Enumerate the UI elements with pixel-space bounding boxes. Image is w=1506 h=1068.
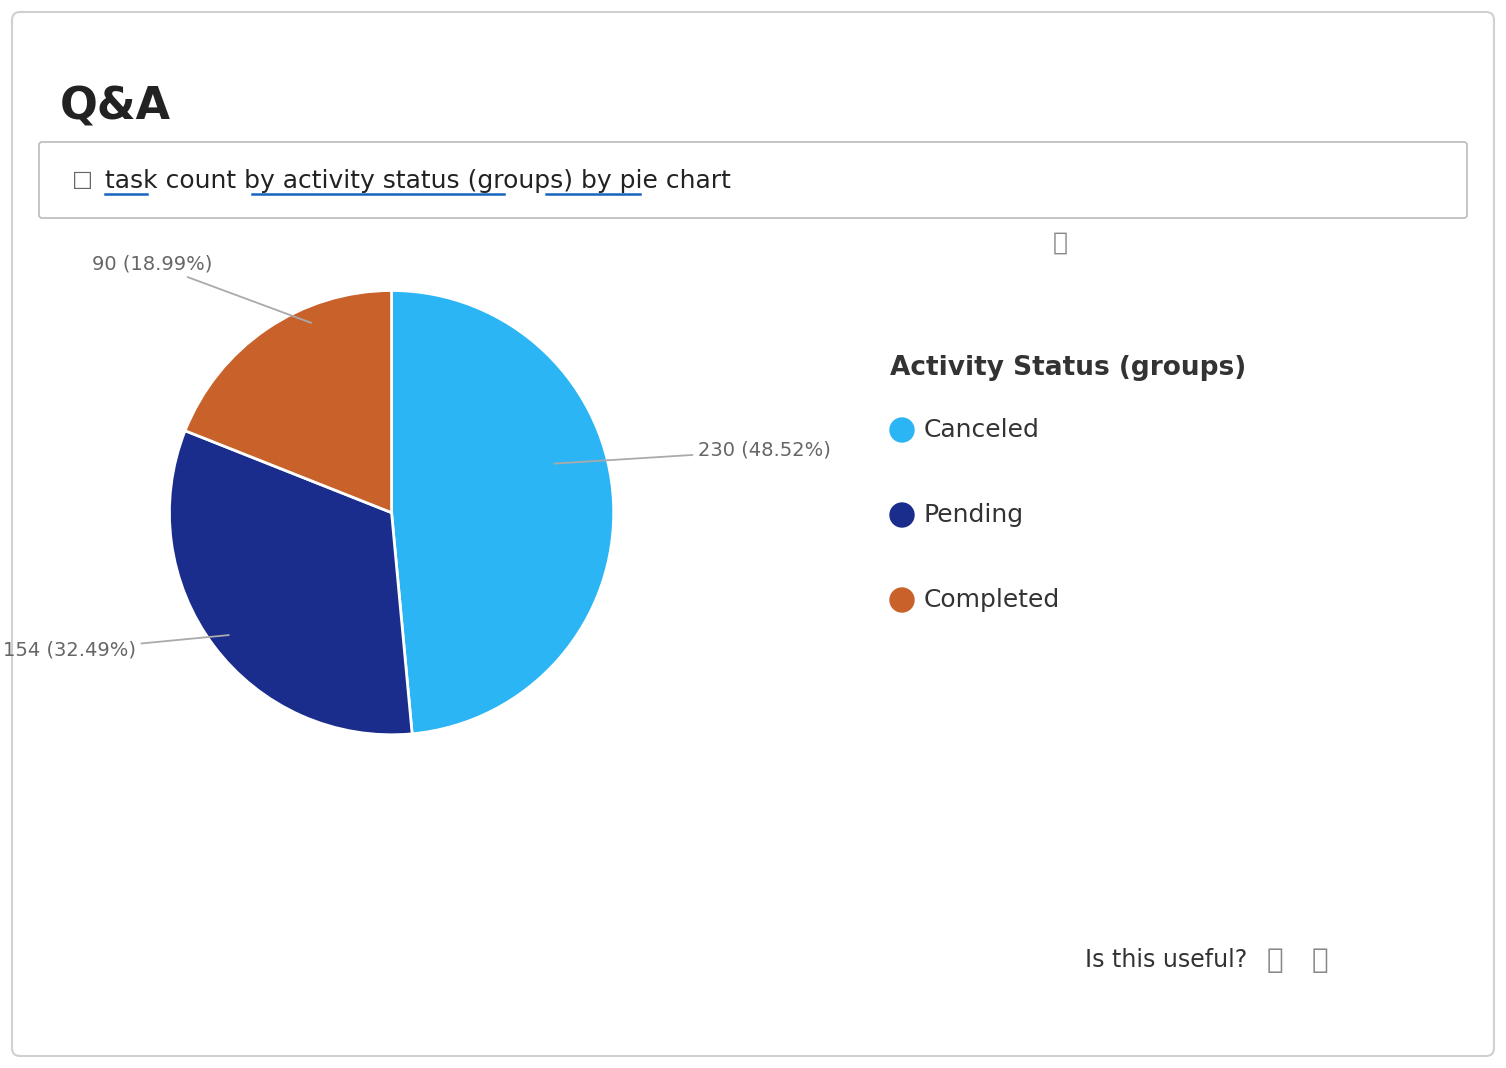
Text: Completed: Completed	[925, 588, 1060, 612]
Circle shape	[890, 588, 914, 612]
Text: 154 (32.49%): 154 (32.49%)	[3, 635, 229, 660]
Text: 90 (18.99%): 90 (18.99%)	[92, 254, 312, 323]
Wedge shape	[392, 290, 614, 734]
Circle shape	[890, 418, 914, 442]
Text: task count by activity status (groups) by pie chart: task count by activity status (groups) b…	[105, 169, 730, 193]
Text: Is this useful?: Is this useful?	[1084, 948, 1247, 972]
Text: Q&A: Q&A	[60, 85, 172, 128]
Text: □: □	[72, 170, 93, 190]
Text: Activity Status (groups): Activity Status (groups)	[890, 355, 1247, 381]
Text: ⓘ: ⓘ	[1053, 231, 1068, 255]
Wedge shape	[169, 430, 413, 735]
Circle shape	[890, 503, 914, 527]
FancyBboxPatch shape	[12, 12, 1494, 1056]
Text: Canceled: Canceled	[925, 418, 1039, 442]
Text: 👍: 👍	[1267, 946, 1283, 974]
Text: 👎: 👎	[1312, 946, 1328, 974]
FancyBboxPatch shape	[39, 142, 1467, 218]
Wedge shape	[185, 290, 392, 513]
Text: Pending: Pending	[925, 503, 1024, 527]
Text: 230 (48.52%): 230 (48.52%)	[554, 441, 831, 464]
